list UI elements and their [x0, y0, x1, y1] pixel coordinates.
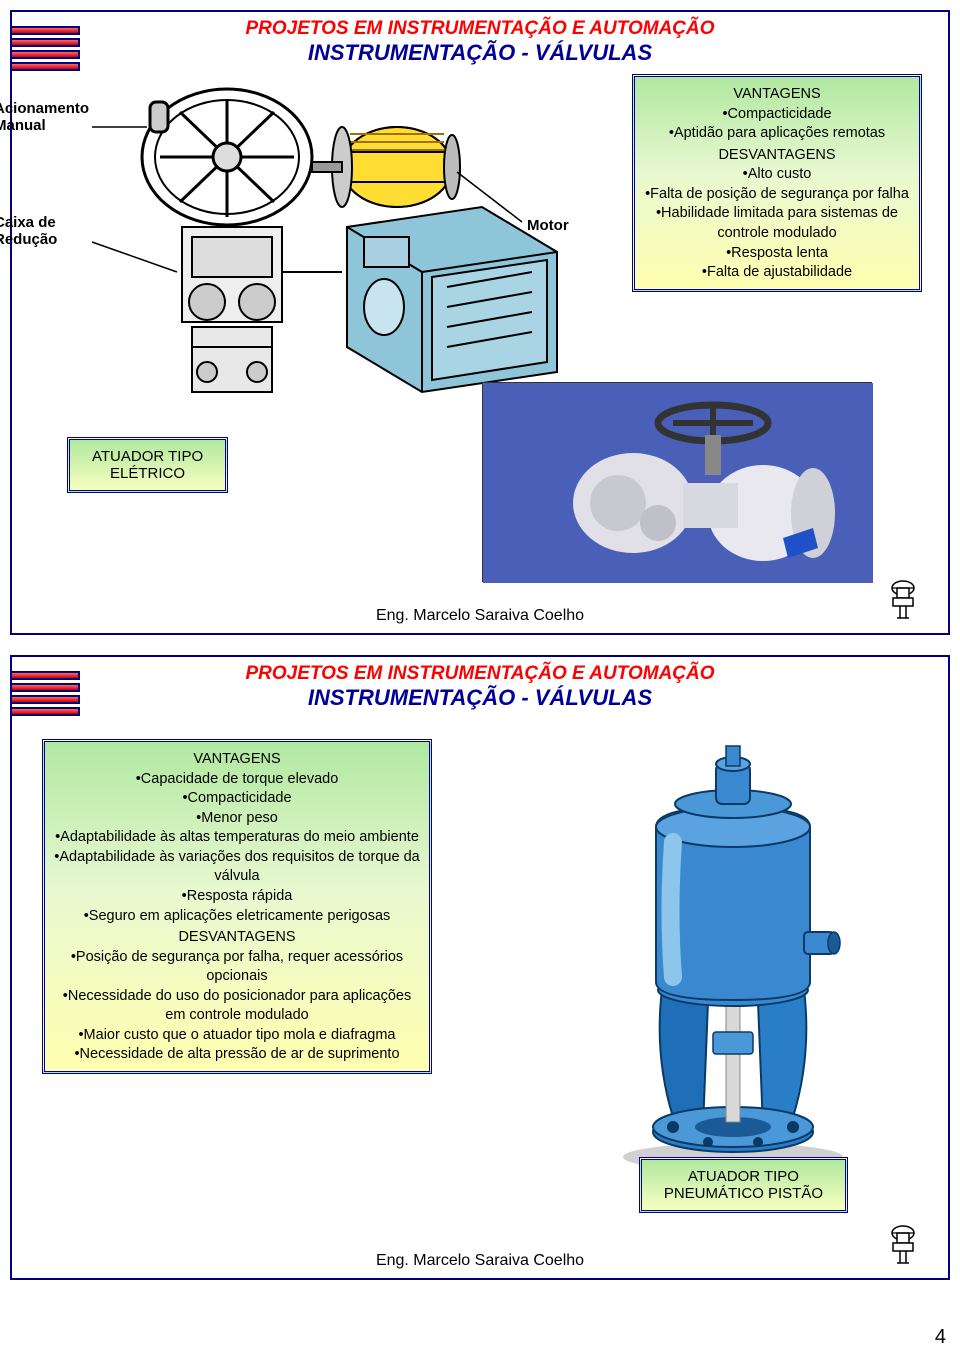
corner-decoration — [10, 671, 80, 719]
dis-heading: DESVANTAGENS — [53, 928, 421, 948]
advantages-box: VANTAGENS •Capacidade de torque elevado … — [42, 739, 432, 1074]
title-line-2: INSTRUMENTAÇÃO - VÁLVULAS — [12, 40, 948, 66]
dis-item: •Falta de ajustabilidade — [643, 263, 911, 283]
adv-item: •Resposta rápida — [53, 887, 421, 907]
adv-item: •Compacticidade — [643, 105, 911, 125]
diagram-label-acionamento: Acionamento Manual — [0, 100, 89, 135]
dis-item: •Necessidade do uso do posicionador para… — [53, 987, 421, 1026]
diagram-svg — [52, 72, 582, 407]
exploded-diagram: Acionamento Manual Caixa de Redução Moto… — [52, 72, 582, 407]
adv-item: •Adaptabilidade às variações dos requisi… — [53, 848, 421, 887]
title-line-2: INSTRUMENTAÇÃO - VÁLVULAS — [12, 685, 948, 711]
adv-item: •Adaptabilidade às altas temperaturas do… — [53, 828, 421, 848]
transmitter-icon — [888, 1223, 918, 1270]
diagram-label-caixa: Caixa de Redução — [0, 214, 57, 249]
adv-item: •Seguro em aplicações eletricamente peri… — [53, 907, 421, 927]
dis-item: •Habilidade limitada para sistemas de co… — [643, 204, 911, 243]
title-line-1: PROJETOS EM INSTRUMENTAÇÃO E AUTOMAÇÃO — [12, 663, 948, 685]
dis-item: •Alto custo — [643, 165, 911, 185]
dis-heading: DESVANTAGENS — [643, 146, 911, 166]
dis-item: •Maior custo que o atuador tipo mola e d… — [53, 1026, 421, 1046]
adv-item: •Aptidão para aplicações remotas — [643, 124, 911, 144]
slide-footer: Eng. Marcelo Saraiva Coelho — [12, 607, 948, 625]
title-line-1: PROJETOS EM INSTRUMENTAÇÃO E AUTOMAÇÃO — [12, 18, 948, 40]
adv-item: •Compacticidade — [53, 789, 421, 809]
adv-heading: VANTAGENS — [643, 85, 911, 105]
adv-item: •Menor peso — [53, 809, 421, 829]
actuator-type-label: ATUADOR TIPO ELÉTRICO — [67, 437, 228, 493]
pneumatic-actuator-image — [568, 732, 888, 1177]
transmitter-icon — [888, 578, 918, 625]
page-number: 4 — [935, 1326, 946, 1349]
advantages-box: VANTAGENS •Compacticidade •Aptidão para … — [632, 74, 922, 292]
dis-item: •Necessidade de alta pressão de ar de su… — [53, 1045, 421, 1065]
actuator-type-label: ATUADOR TIPO PNEUMÁTICO PISTÃO — [639, 1157, 848, 1213]
slide-footer: Eng. Marcelo Saraiva Coelho — [12, 1252, 948, 1270]
slide-title: PROJETOS EM INSTRUMENTAÇÃO E AUTOMAÇÃO I… — [12, 663, 948, 711]
actuator-photo — [482, 382, 872, 582]
adv-item: •Capacidade de torque elevado — [53, 770, 421, 790]
slide-title: PROJETOS EM INSTRUMENTAÇÃO E AUTOMAÇÃO I… — [12, 18, 948, 66]
diagram-label-motor: Motor — [527, 217, 569, 234]
dis-item: •Posição de segurança por falha, requer … — [53, 948, 421, 987]
adv-heading: VANTAGENS — [53, 750, 421, 770]
slide-2: PROJETOS EM INSTRUMENTAÇÃO E AUTOMAÇÃO I… — [10, 655, 950, 1280]
dis-item: •Resposta lenta — [643, 244, 911, 264]
corner-decoration — [10, 26, 80, 74]
dis-item: •Falta de posição de segurança por falha — [643, 185, 911, 205]
slide-1: PROJETOS EM INSTRUMENTAÇÃO E AUTOMAÇÃO I… — [10, 10, 950, 635]
